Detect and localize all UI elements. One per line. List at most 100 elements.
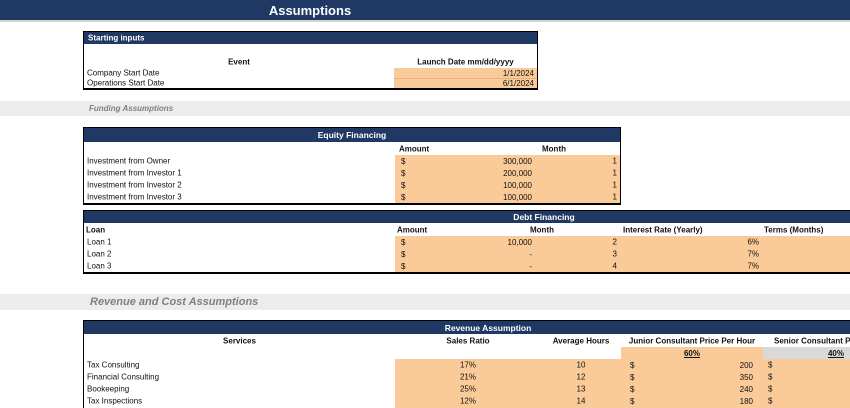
input-cell-range[interactable] xyxy=(395,371,850,383)
junior-price-value: 180 xyxy=(739,396,753,406)
junior-price-input-cell[interactable]: $200 xyxy=(621,359,758,371)
row-label: Tax Consulting xyxy=(87,360,140,370)
average-hours-input-cell[interactable]: 14 xyxy=(576,396,586,406)
table-row: Financial Consulting 21% 12 $350 $ xyxy=(84,371,850,383)
month-input-cell[interactable]: 2 xyxy=(612,237,617,247)
column-header-junior-price: Junior Consultant Price Per Hour xyxy=(628,336,756,345)
amount-input-cell[interactable]: $10,000 xyxy=(395,236,541,248)
senior-ratio-cell[interactable]: 40% xyxy=(763,347,850,359)
amount-value: 200,000 xyxy=(503,168,532,178)
currency-symbol: $ xyxy=(401,192,406,202)
revenue-assumption-header: Revenue Assumption xyxy=(84,321,850,334)
revenue-cost-assumptions-label: Revenue and Cost Assumptions xyxy=(90,296,259,308)
amount-input-cell[interactable]: $300,000 xyxy=(395,155,541,167)
sales-ratio-input-cell[interactable]: 25% xyxy=(459,384,476,394)
interest-input-cell[interactable]: 7% xyxy=(747,261,759,271)
sales-ratio-input-cell[interactable]: 21% xyxy=(459,372,476,382)
input-cell-range[interactable] xyxy=(395,383,850,395)
revenue-assumption-table: Revenue Assumption Services Sales Ratio … xyxy=(83,320,850,408)
currency-symbol: $ xyxy=(630,372,635,382)
month-input-cell[interactable]: 3 xyxy=(612,249,617,259)
revenue-assumption-title: Revenue Assumption xyxy=(444,322,532,333)
starting-inputs-table: Starting inputs Event Launch Date mm/dd/… xyxy=(83,31,538,90)
column-header-amount: Amount xyxy=(397,225,428,234)
currency-symbol: $ xyxy=(401,180,406,190)
amount-input-cell[interactable]: $ - xyxy=(395,248,541,260)
input-cell-range[interactable] xyxy=(395,260,850,272)
currency-symbol: $ xyxy=(401,168,406,178)
table-row: Loan 2 $ - 3 7% xyxy=(84,248,850,260)
row-label: Investment from Investor 2 xyxy=(87,180,182,190)
amount-value: 100,000 xyxy=(503,192,532,202)
amount-input-cell[interactable]: $ - xyxy=(395,260,541,272)
table-row: Investment from Investor 2 $100,000 1 xyxy=(84,179,620,191)
row-label: Company Start Date xyxy=(87,68,160,78)
column-header-senior-price: Senior Consultant Price Per Hour xyxy=(774,336,850,345)
table-row: Investment from Investor 1 $200,000 1 xyxy=(84,167,620,179)
date-input-cell[interactable]: 1/1/2024 xyxy=(394,68,537,78)
junior-price-input-cell[interactable]: $180 xyxy=(621,395,758,407)
date-input-cell[interactable]: 6/1/2024 xyxy=(394,78,537,88)
interest-input-cell[interactable]: 6% xyxy=(747,237,759,247)
row-label: Loan 2 xyxy=(87,249,112,259)
currency-symbol: $ xyxy=(401,249,406,259)
row-label: Investment from Investor 3 xyxy=(87,192,182,202)
amount-input-cell[interactable]: $100,000 xyxy=(395,179,541,191)
amount-input-cell[interactable]: $200,000 xyxy=(395,167,541,179)
junior-price-value: 200 xyxy=(739,360,753,370)
amount-value: 100,000 xyxy=(503,180,532,190)
month-input-cell[interactable]: 1 xyxy=(612,180,617,190)
sales-ratio-input-cell[interactable]: 17% xyxy=(459,360,476,370)
input-cell-range[interactable] xyxy=(395,179,620,191)
interest-input-cell[interactable]: 7% xyxy=(747,249,759,259)
input-cell-range[interactable] xyxy=(395,155,620,167)
junior-price-input-cell[interactable]: $240 xyxy=(621,383,758,395)
input-cell-range[interactable] xyxy=(395,236,850,248)
sales-ratio-input-cell[interactable]: 12% xyxy=(459,396,476,406)
senior-price-currency-symbol[interactable]: $ xyxy=(768,372,773,382)
amount-input-cell[interactable]: $100,000 xyxy=(395,191,541,203)
column-header-terms: Terms (Months) xyxy=(764,225,824,234)
table-row: Investment from Investor 3 $100,000 1 xyxy=(84,191,620,203)
junior-price-input-cell[interactable]: $350 xyxy=(621,371,758,383)
column-header-loan: Loan xyxy=(86,225,106,234)
column-header-sales-ratio: Sales Ratio xyxy=(446,336,490,345)
month-input-cell[interactable]: 4 xyxy=(612,261,617,271)
average-hours-input-cell[interactable]: 13 xyxy=(576,384,586,394)
senior-price-currency-symbol[interactable]: $ xyxy=(768,360,773,370)
equity-column-header-row: Amount Month xyxy=(84,142,620,155)
sheet-title-bar: Assumptions xyxy=(0,0,850,22)
column-header-services: Services xyxy=(223,336,256,345)
row-label: Loan 1 xyxy=(87,237,112,247)
senior-price-currency-symbol[interactable]: $ xyxy=(768,396,773,406)
input-cell-range[interactable] xyxy=(395,395,850,407)
funding-assumptions-band: Funding Assumptions xyxy=(0,101,850,116)
input-cell-range[interactable] xyxy=(395,248,850,260)
junior-price-value: 350 xyxy=(739,372,753,382)
equity-financing-table: Equity Financing Amount Month Investment… xyxy=(83,127,621,205)
equity-financing-title: Equity Financing xyxy=(317,130,387,140)
junior-ratio-cell[interactable]: 60% xyxy=(621,347,763,359)
currency-symbol: $ xyxy=(630,360,635,370)
month-input-cell[interactable]: 1 xyxy=(612,156,617,166)
input-cell-range[interactable] xyxy=(395,167,620,179)
column-header-month: Month xyxy=(542,144,566,153)
amount-value: - xyxy=(529,261,532,271)
input-cell-range[interactable] xyxy=(395,359,850,371)
row-label: Operations Start Date xyxy=(87,78,165,88)
currency-symbol: $ xyxy=(630,396,635,406)
column-header-interest-rate: Interest Rate (Yearly) xyxy=(623,225,703,234)
table-row: Tax Inspections 12% 14 $180 $ xyxy=(84,395,850,407)
equity-financing-header: Equity Financing xyxy=(84,128,620,142)
column-header-average-hours: Average Hours xyxy=(552,336,610,345)
senior-price-currency-symbol[interactable]: $ xyxy=(768,384,773,394)
table-row: Bookeeping 25% 13 $240 $ xyxy=(84,383,850,395)
row-label: Financial Consulting xyxy=(87,372,160,382)
month-input-cell[interactable]: 1 xyxy=(612,168,617,178)
average-hours-input-cell[interactable]: 10 xyxy=(576,360,586,370)
input-cell-range[interactable] xyxy=(395,191,620,203)
row-label: Bookeeping xyxy=(87,384,130,394)
average-hours-input-cell[interactable]: 12 xyxy=(576,372,586,382)
currency-symbol: $ xyxy=(401,156,406,166)
month-input-cell[interactable]: 1 xyxy=(612,192,617,202)
